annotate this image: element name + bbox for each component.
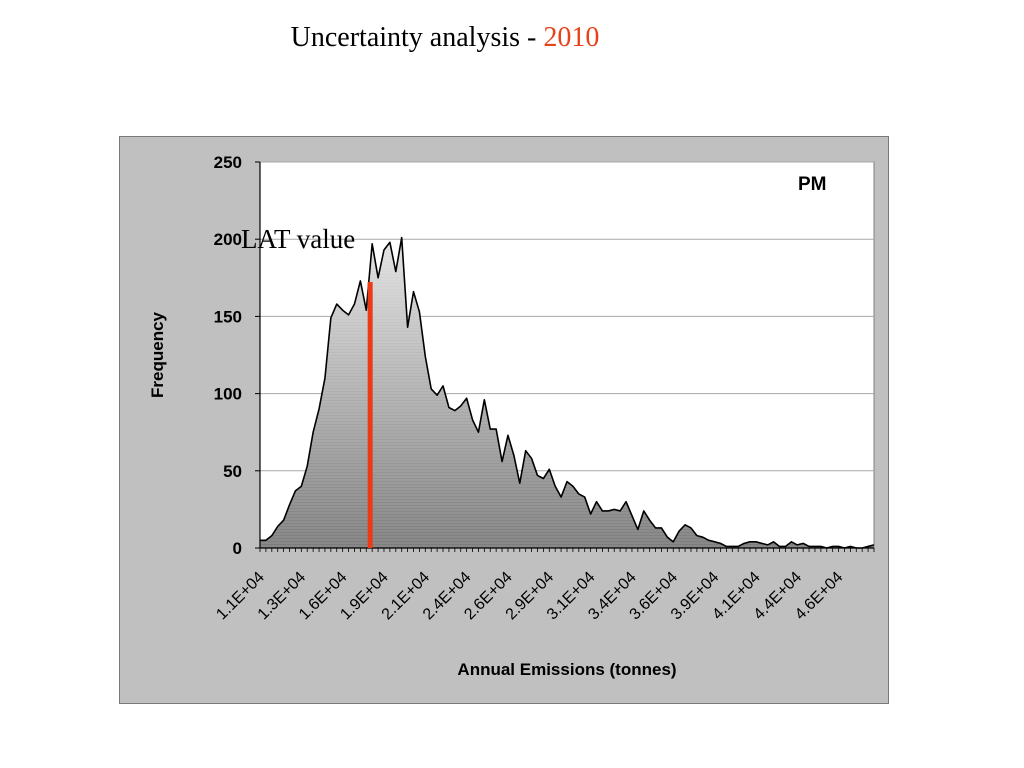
y-tick-label: 150 [214, 307, 242, 326]
series-outline [260, 236, 875, 549]
y-tick-label: 200 [214, 230, 242, 249]
y-tick-label: 100 [214, 385, 242, 404]
y-axis-title: Frequency [148, 311, 167, 398]
area-series [260, 237, 874, 548]
y-tick-label: 50 [223, 462, 242, 481]
title-year: 2010 [543, 22, 600, 53]
y-tick-label: 0 [233, 539, 242, 558]
slide-title: Uncertainty analysis - 2010 [0, 22, 890, 54]
series-line [260, 236, 875, 549]
x-tick-labels: 1.1E+041.3E+041.6E+041.9E+042.1E+042.4E+… [213, 569, 846, 624]
area-fill [260, 237, 874, 548]
title-text: Uncertainty analysis - [290, 22, 544, 53]
axes [255, 161, 875, 552]
y-tick-labels: 0 50 100 150 200 250 [214, 153, 242, 558]
series-label-pm: PM [798, 174, 827, 195]
lat-value-label: LAT value [241, 224, 356, 254]
y-tick-label: 250 [214, 153, 242, 172]
x-axis-title: Annual Emissions (tonnes) [457, 660, 676, 679]
